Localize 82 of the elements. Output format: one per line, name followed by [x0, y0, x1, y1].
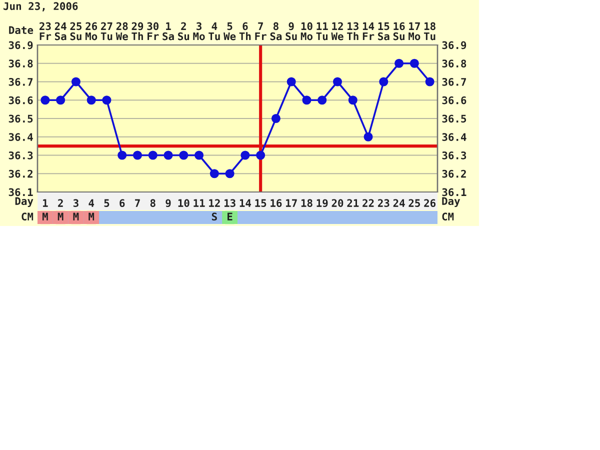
x-tick-label: 21	[347, 199, 359, 207]
x-tick-label: 26	[424, 199, 436, 208]
x2-tick-label: 4 Tu	[208, 22, 220, 40]
category-label: E	[228, 212, 232, 220]
x2-tick-label: 16 Su	[393, 22, 405, 40]
x2-tick-label: 9 Su	[286, 22, 297, 40]
x-tick-label: 6	[120, 199, 125, 208]
x-tick-label: 12	[209, 199, 220, 207]
y-tick-label: 36.7	[8, 78, 33, 86]
y2-tick-label: 36.3	[442, 151, 466, 160]
y2-tick-label: 36.1	[442, 188, 466, 196]
x-tick-label: 13	[224, 199, 236, 208]
x2-tick-label: 6 Th	[239, 22, 251, 40]
y2-tick-label: 36.2	[442, 170, 466, 178]
x-tick-label: 19	[316, 199, 328, 208]
x2-tick-label: 2 Su	[178, 22, 190, 40]
x2-tick-label: 18 Tu	[424, 22, 436, 40]
x-tick-label: 23	[378, 199, 390, 208]
x-tick-label: 17	[286, 199, 297, 207]
x-tick-label: 11	[194, 199, 205, 207]
y-tick-label: 36.5	[8, 114, 33, 123]
x-tick-label: 15	[255, 199, 266, 208]
x2-tick-label: 7 Fr	[255, 22, 266, 40]
text: Day	[442, 197, 460, 208]
category-label: S	[212, 212, 217, 221]
x2-tick-label: 3 Mo	[193, 22, 205, 40]
x2-tick-label: 14 Fr	[362, 22, 374, 40]
x-axis-title: Day	[15, 197, 34, 208]
y-tick-label: 36.2	[8, 170, 32, 178]
y-tick-label: 36.9	[8, 41, 33, 50]
x-tick-label: 5	[104, 199, 110, 208]
category-label: M	[42, 212, 48, 220]
y2-tick-label: 36.7	[442, 78, 466, 86]
y2-tick-label: 36.4	[442, 133, 466, 141]
x-tick-label: 8	[150, 199, 156, 208]
x2-tick-label: 29 Th	[132, 22, 144, 40]
chart-title: Jun 23, 2006	[4, 2, 78, 12]
category-label: M	[88, 212, 94, 220]
x-tick-label: 1	[43, 199, 48, 207]
x2-tick-label: 30 Fr	[147, 22, 159, 40]
text: CM	[442, 212, 454, 221]
x2-tick-label: 26 Mo	[86, 22, 98, 40]
x2-tick-label: 27 Tu	[100, 22, 112, 40]
x2-tick-label: 13 Th	[347, 22, 358, 40]
x-tick-label: 16	[270, 199, 282, 208]
y-tick-label: 36.1	[8, 188, 33, 196]
x2-tick-label: 12 We	[331, 22, 344, 40]
x-tick-label: 20	[332, 199, 344, 208]
x-tick-label: 25	[408, 199, 420, 208]
x2-tick-label: 28 We	[116, 22, 128, 40]
x-tick-label: 24	[393, 199, 405, 207]
y-tick-label: 36.6	[8, 96, 33, 104]
x-tick-label: 22	[362, 199, 374, 207]
x2-tick-label: 23 Fr	[40, 22, 52, 40]
x-tick-label: 18	[301, 199, 312, 208]
x2-tick-label: 8 Sa	[270, 22, 282, 40]
y2-tick-label: 36.9	[442, 41, 466, 50]
x-tick-label: 7	[135, 199, 140, 207]
x2-tick-label: 17 Mo	[408, 22, 420, 40]
y2-tick-label: 36.5	[442, 114, 466, 123]
x-tick-label: 3	[73, 199, 78, 208]
x-tick-label: 14	[240, 199, 251, 207]
y-tick-label: 36.4	[8, 133, 33, 141]
x-tick-label: 4	[88, 199, 94, 207]
x2-tick-label: 10 Mo	[300, 22, 313, 40]
y-tick-label: 36.8	[8, 60, 33, 68]
x-tick-label: 10	[178, 199, 190, 208]
x-tick-label: 2	[58, 199, 63, 207]
x2-tick-label: 11 Tu	[316, 22, 328, 40]
x2-tick-label: 15 Sa	[378, 22, 390, 40]
y-tick-label: 36.3	[8, 151, 33, 160]
x-tick-label: 9	[166, 199, 171, 208]
x2-tick-label: 25 Su	[70, 22, 82, 40]
x2-tick-label: 5 We	[224, 22, 236, 40]
category-label: M	[73, 212, 79, 220]
x2-axis-title: Date	[9, 26, 34, 34]
text: CM	[22, 212, 34, 221]
x2-tick-label: 1 Sa	[162, 22, 174, 40]
y2-tick-label: 36.8	[442, 60, 466, 68]
x2-tick-label: 24 Sa	[54, 22, 66, 40]
category-label: M	[58, 212, 64, 220]
y2-tick-label: 36.6	[442, 96, 466, 104]
